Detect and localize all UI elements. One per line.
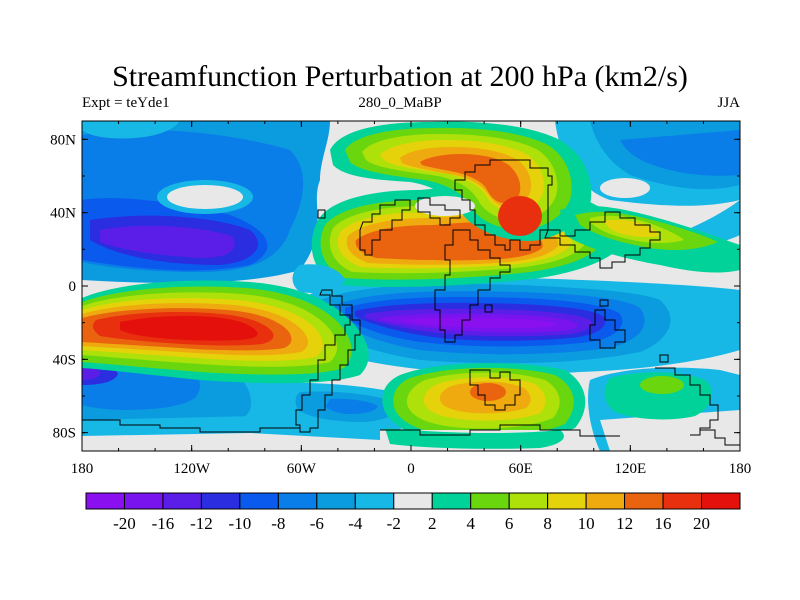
colorbar-label: 8 bbox=[543, 514, 552, 533]
coastlines bbox=[82, 159, 740, 446]
positive-region-eurasia bbox=[330, 121, 592, 241]
colorbar-box bbox=[239, 492, 279, 510]
colorbar-box bbox=[431, 492, 472, 510]
colorbar-box bbox=[354, 492, 395, 510]
colorbar-box bbox=[662, 492, 703, 510]
subtitle-right: JJA bbox=[717, 95, 740, 111]
y-tick-label: 0 bbox=[69, 279, 77, 295]
colorbar-label: -8 bbox=[271, 514, 285, 533]
colorbar-box bbox=[624, 492, 664, 510]
subtitle-center: 280_0_MaBP bbox=[358, 95, 442, 111]
colorbar-label: 4 bbox=[466, 514, 475, 533]
colorbar-box bbox=[316, 492, 356, 510]
colorbar-box bbox=[85, 492, 125, 510]
x-tick-label: 180 bbox=[71, 461, 94, 477]
colorbar-box bbox=[508, 492, 549, 510]
colorbar-label: 10 bbox=[578, 514, 595, 533]
positive-region-south-africa bbox=[380, 363, 586, 451]
x-tick-label: 120W bbox=[173, 461, 211, 477]
plot-area bbox=[82, 121, 740, 451]
x-tick-label: 180 bbox=[729, 461, 752, 477]
chart-title: Streamfunction Perturbation at 200 hPa (… bbox=[112, 60, 688, 93]
colorbar-label: -10 bbox=[229, 514, 252, 533]
positive-region-south-pacific bbox=[82, 280, 369, 384]
y-tick-label: 80S bbox=[53, 426, 76, 442]
colorbar-label: -6 bbox=[310, 514, 324, 533]
x-tick-label: 120E bbox=[614, 461, 646, 477]
colorbar: -20 -16 -12 -10 -8 -6 -4 -2 2 4 6 8 10 12 16 20 bbox=[85, 492, 741, 533]
colorbar-label: -4 bbox=[348, 514, 363, 533]
colorbar-label: 12 bbox=[616, 514, 633, 533]
colorbar-box bbox=[123, 492, 164, 510]
colorbar-box bbox=[393, 492, 433, 510]
colorbar-label: 2 bbox=[428, 514, 437, 533]
colorbar-label: 16 bbox=[655, 514, 672, 533]
subtitle-left: Expt = teYde1 bbox=[82, 95, 170, 111]
y-tick-label: 80N bbox=[50, 132, 76, 148]
y-axis: 80N 40N 0 40S 80S bbox=[50, 132, 740, 442]
x-tick-label: 60W bbox=[287, 461, 317, 477]
negative-region-north-pacific bbox=[82, 121, 330, 283]
x-axis: 180 120W 60W 0 60E 120E 180 bbox=[71, 121, 752, 477]
colorbar-box bbox=[585, 492, 626, 510]
colorbar-box bbox=[277, 492, 318, 510]
x-tick-label: 60E bbox=[509, 461, 533, 477]
positive-region-australia-south bbox=[604, 372, 713, 420]
colorbar-box bbox=[200, 492, 241, 510]
colorbar-box bbox=[162, 492, 202, 510]
y-tick-label: 40N bbox=[50, 206, 76, 222]
colorbar-box bbox=[547, 492, 587, 510]
x-tick-label: 0 bbox=[407, 461, 415, 477]
colorbar-label: -16 bbox=[152, 514, 175, 533]
colorbar-box bbox=[701, 492, 741, 510]
colorbar-label: 20 bbox=[693, 514, 710, 533]
colorbar-box bbox=[470, 492, 510, 510]
colorbar-label: -12 bbox=[190, 514, 213, 533]
colorbar-label: -2 bbox=[387, 514, 401, 533]
colorbar-label: -20 bbox=[113, 514, 136, 533]
negative-region-indian-ocean bbox=[300, 277, 740, 375]
y-tick-label: 40S bbox=[53, 352, 76, 368]
negative-region-atlantic-small bbox=[292, 264, 345, 294]
colorbar-label: 6 bbox=[505, 514, 514, 533]
